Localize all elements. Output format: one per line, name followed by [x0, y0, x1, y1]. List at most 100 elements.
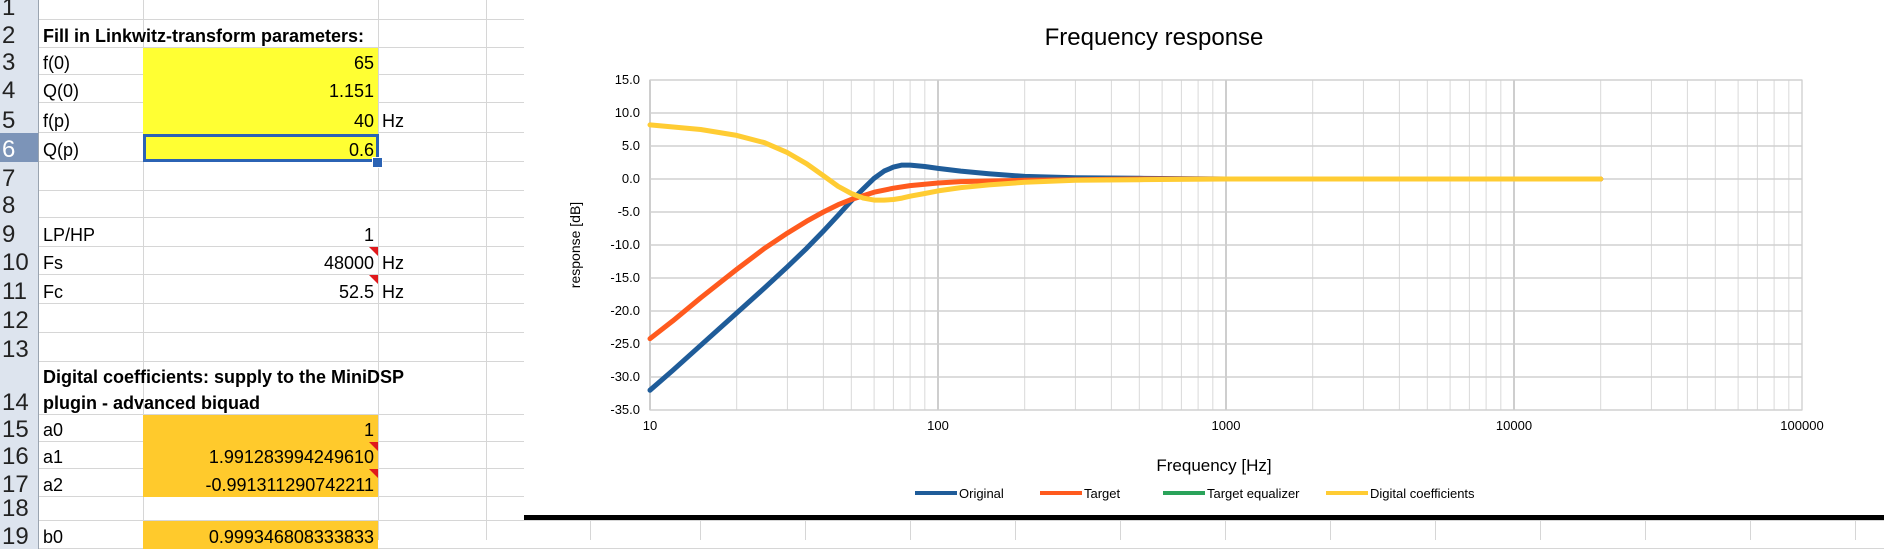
legend-label[interactable]: Original [959, 486, 1004, 501]
param-value-cell[interactable] [143, 333, 378, 362]
param-value-cell[interactable]: 0.999346808333833 [143, 521, 378, 549]
unit-cell[interactable] [378, 162, 486, 191]
param-value-cell[interactable] [143, 497, 378, 521]
row-header[interactable]: 4 [0, 75, 39, 103]
row-header[interactable]: 7 [0, 162, 39, 191]
param-value-cell[interactable]: 65 [143, 48, 378, 75]
param-label-cell[interactable]: a2 [43, 475, 64, 495]
fill-handle[interactable] [372, 157, 383, 168]
unit-cell[interactable] [378, 0, 486, 20]
y-tick-label: 5.0 [622, 138, 640, 153]
row-header[interactable]: 18 [0, 497, 39, 521]
unit-cell[interactable] [378, 521, 486, 549]
param-label-cell[interactable]: Q(0) [43, 81, 79, 101]
param-label-cell[interactable]: Fc [43, 282, 63, 302]
unit-cell[interactable] [378, 442, 486, 469]
row-header[interactable]: 8 [0, 191, 39, 218]
unit-cell[interactable] [378, 218, 486, 247]
row-header[interactable]: 17 [0, 469, 39, 497]
series-line-digital-coefficients[interactable] [647, 122, 1604, 203]
param-value-cell[interactable] [143, 304, 378, 333]
y-tick-label: -20.0 [610, 303, 640, 318]
coeff-heading-line1[interactable]: Digital coefficients: supply to the Mini… [43, 367, 405, 387]
row-header[interactable]: 2 [0, 20, 39, 48]
row-header[interactable]: 11 [0, 275, 39, 304]
unit-cell[interactable] [378, 133, 486, 162]
y-tick-label: -10.0 [610, 237, 640, 252]
param-label-cell[interactable] [39, 497, 143, 521]
y-axis-label: response [dB] [567, 202, 583, 288]
unit-cell[interactable]: Hz [382, 253, 404, 273]
unit-cell[interactable] [378, 333, 486, 362]
unit-cell[interactable] [378, 191, 486, 218]
param-label-cell[interactable]: LP/HP [43, 225, 96, 245]
selected-cell[interactable] [143, 134, 379, 162]
row-header[interactable]: 12 [0, 304, 39, 333]
unit-cell[interactable] [378, 497, 486, 521]
row-header[interactable]: 3 [0, 48, 39, 75]
param-label-cell[interactable]: b0 [43, 527, 64, 547]
row-header[interactable]: 14 [0, 362, 39, 415]
param-label-cell[interactable]: f(0) [43, 53, 70, 73]
comment-marker-icon[interactable] [369, 469, 378, 478]
sheet-row: 16 a1 1.991283994249610 [0, 442, 1884, 469]
coeff-heading-line2[interactable]: plugin - advanced biquad [43, 393, 261, 413]
sheet-row: 18 [0, 497, 1884, 521]
param-label-cell[interactable]: a1 [43, 447, 64, 467]
row-header[interactable]: 9 [0, 218, 39, 247]
y-tick-label: -35.0 [610, 402, 640, 417]
unit-cell[interactable]: Hz [382, 282, 404, 302]
legend-label[interactable]: Target [1084, 486, 1121, 501]
row-header[interactable]: 6 [0, 133, 39, 162]
y-tick-label: -25.0 [610, 336, 640, 351]
unit-cell[interactable] [378, 415, 486, 442]
row-header[interactable]: 5 [0, 103, 39, 133]
param-value-cell[interactable] [143, 162, 378, 191]
comment-marker-icon[interactable] [369, 247, 378, 256]
param-value-cell[interactable] [143, 191, 378, 218]
row-header[interactable]: 13 [0, 333, 39, 362]
row-header[interactable]: 19 [0, 521, 39, 549]
param-label-cell[interactable] [39, 191, 143, 218]
param-label-cell[interactable]: Q(p) [43, 140, 79, 160]
param-value-cell[interactable]: 1 [143, 415, 378, 442]
x-tick-label: 1000 [1212, 418, 1241, 433]
frequency-response-chart[interactable]: 15.0 10.0 5.0 0.0 -5.0 -10.0 -15.0 -20.0 -25.0 -3… [524, 0, 1884, 520]
param-label-cell[interactable] [39, 304, 143, 333]
unit-cell[interactable]: Hz [382, 111, 404, 131]
param-label-cell[interactable]: f(p) [43, 111, 70, 131]
comment-marker-icon[interactable] [369, 442, 378, 451]
comment-marker-icon[interactable] [369, 275, 378, 284]
param-label-cell[interactable]: a0 [43, 420, 64, 440]
param-value-cell[interactable] [143, 0, 378, 20]
row-header[interactable]: 10 [0, 247, 39, 275]
param-label-cell[interactable] [39, 0, 143, 20]
section-heading[interactable]: Fill in Linkwitz-transform parameters: [43, 26, 365, 46]
param-value-cell[interactable]: -0.991311290742211 [143, 469, 378, 497]
row-header[interactable]: 16 [0, 442, 39, 469]
legend-label[interactable]: Digital coefficients [1370, 486, 1475, 501]
param-label-cell[interactable]: Fs [43, 253, 63, 273]
param-value-cell[interactable]: 0.6 [143, 133, 378, 162]
row-header[interactable]: 15 [0, 415, 39, 442]
param-label-cell[interactable] [39, 162, 143, 191]
param-value-cell[interactable]: 1.151 [143, 75, 378, 103]
row-header[interactable]: 1 [0, 0, 39, 20]
legend-label[interactable]: Target equalizer [1207, 486, 1300, 501]
unit-cell[interactable] [378, 469, 486, 497]
unit-cell[interactable] [378, 75, 486, 103]
param-value-cell[interactable]: 52.5 [143, 275, 378, 304]
param-label-cell[interactable] [39, 333, 143, 362]
unit-cell[interactable] [378, 48, 486, 75]
y-tick-label: 0.0 [622, 171, 640, 186]
param-value-cell[interactable]: 40 [143, 103, 378, 133]
x-tick-label: 100 [927, 418, 949, 433]
unit-cell[interactable] [378, 304, 486, 333]
chart-title: Frequency response [1045, 24, 1264, 51]
param-value-cell[interactable]: 1 [363, 225, 374, 245]
param-value-cell[interactable]: 48000 [143, 247, 378, 275]
chart-canvas: 15.0 10.0 5.0 0.0 -5.0 -10.0 -15.0 -20.0 -25.0 -3… [567, 24, 1824, 501]
param-value-cell[interactable]: 1.991283994249610 [143, 442, 378, 469]
y-tick-label: 15.0 [615, 72, 640, 87]
row-gridline [39, 520, 1884, 521]
